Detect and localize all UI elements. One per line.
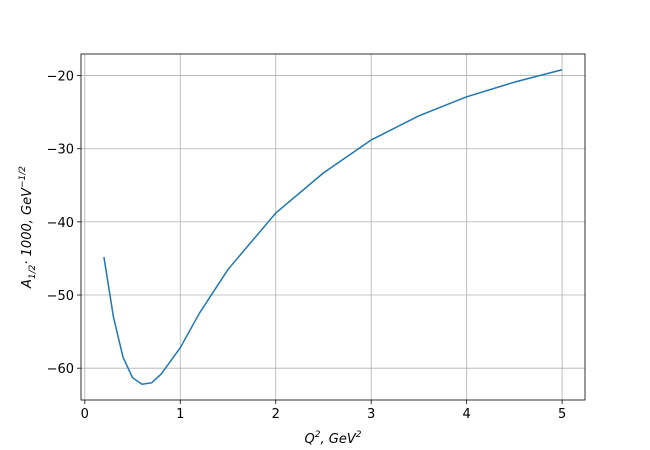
y-tick-label: −60 [47, 362, 74, 377]
y-tick-label: −30 [47, 143, 74, 158]
x-tick-label: 2 [272, 407, 280, 422]
y-axis-label: A1/2· 1000, GeV−1/2 [18, 166, 38, 289]
y-label-sup: −1/2 [18, 166, 28, 188]
x-label-rest: , GeV [321, 432, 357, 447]
y-label-sub: 1/2 [28, 264, 38, 279]
y-tick-label: −40 [47, 216, 74, 231]
x-label-sup2: 2 [356, 430, 362, 440]
x-tick-label: 3 [367, 407, 375, 422]
x-axis-label: Q2, GeV2 [305, 430, 362, 447]
x-tick-label: 1 [176, 407, 184, 422]
y-tick-label: −50 [47, 289, 74, 304]
plot-frame [80, 53, 586, 401]
x-label-sup: 2 [315, 430, 321, 440]
y-tick-label: −20 [47, 70, 74, 85]
data-line [103, 69, 563, 386]
x-label-base: Q [305, 432, 315, 447]
y-label-base: A [20, 279, 35, 289]
y-label-rest: · 1000, GeV [20, 187, 35, 265]
x-tick-label: 0 [81, 407, 89, 422]
x-tick-label: 5 [558, 407, 566, 422]
x-tick-label: 4 [462, 407, 470, 422]
